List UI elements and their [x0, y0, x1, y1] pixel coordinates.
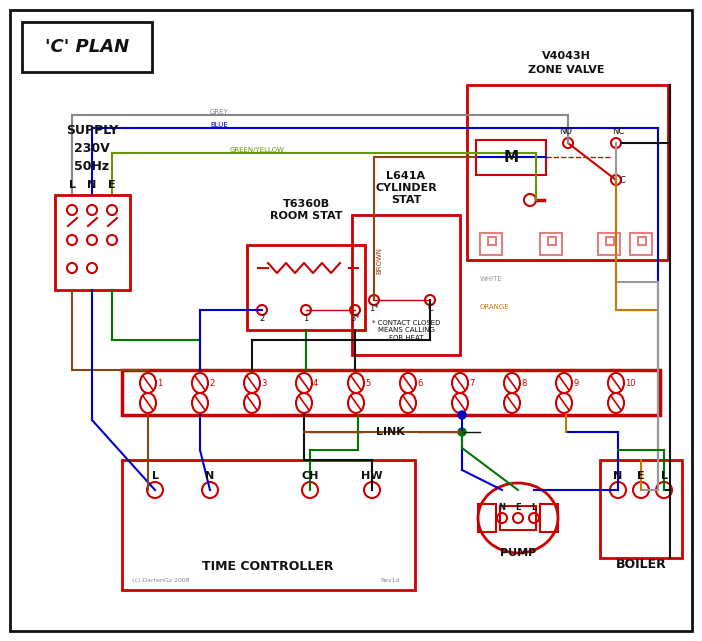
Text: 5: 5 [365, 378, 370, 388]
Text: (c) DarrenGz 2008: (c) DarrenGz 2008 [132, 578, 190, 583]
Text: GREEN/YELLOW: GREEN/YELLOW [230, 147, 285, 153]
Text: C: C [427, 303, 433, 313]
Text: V4043H
ZONE VALVE: V4043H ZONE VALVE [528, 51, 604, 74]
Text: 10: 10 [625, 378, 635, 388]
Text: T6360B
ROOM STAT: T6360B ROOM STAT [270, 199, 343, 221]
Text: HW: HW [362, 471, 383, 481]
Text: 2: 2 [259, 313, 265, 322]
Text: 1: 1 [157, 378, 162, 388]
Text: E: E [108, 180, 116, 190]
Text: LINK: LINK [376, 427, 404, 437]
Text: N: N [498, 503, 505, 513]
Text: N: N [614, 471, 623, 481]
Text: BLUE: BLUE [210, 122, 227, 128]
Text: TIME CONTROLLER: TIME CONTROLLER [202, 560, 333, 574]
Text: L641A
CYLINDER
STAT: L641A CYLINDER STAT [375, 171, 437, 205]
Text: 3: 3 [261, 378, 266, 388]
Text: L: L [661, 471, 668, 481]
Text: SUPPLY
230V
50Hz: SUPPLY 230V 50Hz [66, 124, 118, 172]
Text: L: L [531, 503, 536, 513]
Text: N: N [206, 471, 215, 481]
Text: Rev1d: Rev1d [380, 578, 399, 583]
Text: BROWN: BROWN [376, 247, 382, 274]
Text: NO: NO [559, 126, 573, 135]
Text: ORANGE: ORANGE [480, 304, 510, 310]
Text: GREY: GREY [210, 109, 229, 115]
Text: E: E [637, 471, 645, 481]
Text: 1: 1 [303, 313, 309, 322]
Text: * CONTACT CLOSED
MEANS CALLING
FOR HEAT: * CONTACT CLOSED MEANS CALLING FOR HEAT [372, 319, 440, 340]
Text: C: C [619, 176, 625, 185]
Text: E: E [515, 503, 521, 513]
Text: 2: 2 [209, 378, 214, 388]
Text: 3*: 3* [350, 313, 360, 322]
Text: WHITE: WHITE [480, 276, 503, 282]
Text: 'C' PLAN: 'C' PLAN [45, 38, 129, 56]
Text: 8: 8 [521, 378, 526, 388]
Text: N: N [87, 180, 97, 190]
Text: PUMP: PUMP [500, 548, 536, 558]
Text: NC: NC [612, 126, 624, 135]
Text: 9: 9 [573, 378, 578, 388]
Text: M: M [503, 149, 519, 165]
Text: CH: CH [301, 471, 319, 481]
Text: 6: 6 [417, 378, 423, 388]
Text: 1*: 1* [369, 303, 379, 313]
Text: BOILER: BOILER [616, 558, 666, 572]
Text: 7: 7 [469, 378, 475, 388]
Text: L: L [152, 471, 159, 481]
Circle shape [458, 428, 466, 436]
Text: 4: 4 [313, 378, 318, 388]
Text: L: L [69, 180, 76, 190]
Circle shape [458, 411, 466, 419]
